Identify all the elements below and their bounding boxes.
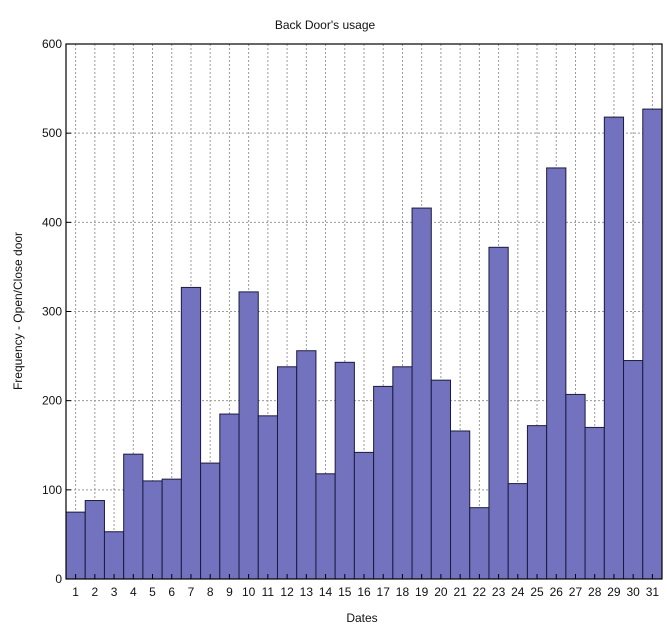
bar-25 (526, 425, 548, 580)
y-tick-label: 500 (42, 126, 62, 140)
bar-29 (603, 116, 625, 580)
y-tick-label: 600 (42, 37, 62, 51)
bar-30 (623, 360, 644, 580)
bar-9 (219, 413, 240, 580)
bar-20 (430, 379, 452, 580)
y-tick-label: 100 (42, 483, 62, 497)
bar-28 (584, 426, 605, 580)
bar-24 (507, 483, 528, 580)
bar-3 (103, 531, 125, 580)
bar-7 (180, 286, 202, 580)
x-tick-label: 16 (357, 585, 371, 599)
y-tick-label: 0 (55, 572, 62, 586)
x-tick-label: 6 (168, 585, 175, 599)
bar-16 (353, 451, 375, 580)
bar-4 (123, 453, 144, 580)
x-tick-label: 28 (588, 585, 602, 599)
y-tick-label: 200 (42, 394, 62, 408)
x-tick-label: 4 (130, 585, 137, 599)
x-tick-label: 19 (415, 585, 429, 599)
bar-31 (642, 108, 663, 580)
x-tick-label: 24 (511, 585, 525, 599)
x-tick-label: 11 (262, 585, 275, 599)
bar-11 (257, 415, 278, 580)
x-tick-label: 30 (626, 585, 640, 599)
x-tick-label: 20 (434, 585, 448, 599)
x-axis-title: Dates (346, 611, 377, 625)
x-tick-label: 7 (188, 585, 195, 599)
bar-15 (334, 361, 355, 580)
bar-22 (469, 507, 490, 580)
x-tick-label: 25 (530, 585, 544, 599)
x-tick-label: 10 (242, 585, 256, 599)
x-tick-label: 18 (396, 585, 410, 599)
x-tick-label: 9 (226, 585, 233, 599)
x-tick-label: 2 (91, 585, 98, 599)
y-axis-title: Frequency - Open/Close door (11, 232, 25, 390)
x-tick-label: 23 (492, 585, 506, 599)
x-axis-ticks: 1 2 3 4 5 6 7 8 9 10 11 12 13 14 15 16 17 18 19 20 21 22 23 24 2… (72, 574, 659, 599)
bar-12 (276, 366, 298, 580)
x-tick-label: 3 (111, 585, 118, 599)
bar-6 (161, 478, 182, 580)
x-tick-label: 27 (569, 585, 583, 599)
x-tick-label: 14 (319, 585, 333, 599)
bar-18 (392, 366, 413, 580)
y-axis-ticks: 0 100 200 300 400 500 600 (42, 37, 71, 586)
x-tick-label: 5 (149, 585, 156, 599)
y-tick-label: 400 (42, 215, 62, 229)
bar-17 (373, 385, 394, 580)
bar-10 (238, 291, 259, 580)
x-tick-label: 1 (72, 585, 79, 599)
y-tick-label: 300 (42, 305, 62, 319)
bar-5 (142, 480, 163, 580)
x-tick-label: 15 (338, 585, 352, 599)
bar-1 (65, 511, 86, 580)
bar-13 (296, 350, 317, 580)
bar-23 (488, 246, 509, 580)
bar-8 (200, 462, 221, 580)
bar-26 (546, 167, 567, 580)
chart-title: Back Door's usage (275, 18, 376, 32)
bar-14 (315, 473, 336, 580)
x-tick-label: 13 (300, 585, 314, 599)
x-tick-label: 21 (453, 585, 467, 599)
bars (65, 108, 663, 580)
bar-2 (84, 500, 105, 580)
x-tick-label: 22 (473, 585, 487, 599)
x-tick-label: 17 (377, 585, 391, 599)
x-tick-label: 12 (280, 585, 294, 599)
bar-21 (450, 430, 471, 580)
bar-27 (565, 393, 586, 580)
x-tick-label: 26 (550, 585, 564, 599)
x-tick-label: 8 (207, 585, 214, 599)
bar-19 (411, 207, 432, 580)
x-tick-label: 31 (646, 585, 660, 599)
x-tick-label: 29 (607, 585, 621, 599)
